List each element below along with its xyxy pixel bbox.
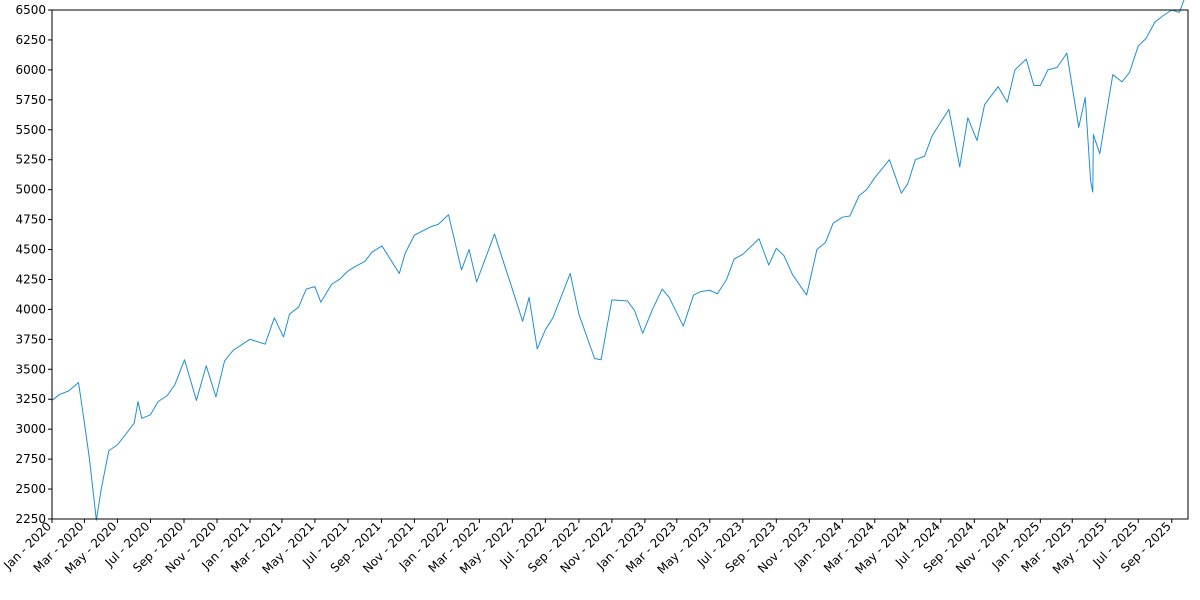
y-tick-label: 2750: [15, 452, 46, 466]
y-tick-label: 3000: [15, 422, 46, 436]
y-tick-label: 5500: [15, 123, 46, 137]
y-tick-label: 2500: [15, 482, 46, 496]
y-tick-label: 2250: [15, 512, 46, 526]
y-tick-label: 5250: [15, 153, 46, 167]
y-tick-label: 3500: [15, 362, 46, 376]
series-layer: [51, 0, 1185, 521]
y-tick-label: 5000: [15, 183, 46, 197]
y-tick-label: 4250: [15, 272, 46, 286]
y-tick-label: 4750: [15, 213, 46, 227]
y-tick-label: 6250: [15, 33, 46, 47]
y-tick-label: 6500: [15, 3, 46, 17]
series-line: [51, 0, 1185, 521]
y-tick-label: 5750: [15, 93, 46, 107]
y-axis: 2250 2500 2750 3000 3250 3500 3750 4000 4250 4500…: [15, 3, 52, 526]
y-tick-label: 4000: [15, 302, 46, 316]
plot-frame: [51, 9, 1189, 520]
y-tick-label: 6000: [15, 63, 46, 77]
y-tick-label: 3750: [15, 332, 46, 346]
y-tick-label: 3250: [15, 392, 46, 406]
y-tick-label: 4500: [15, 243, 46, 257]
